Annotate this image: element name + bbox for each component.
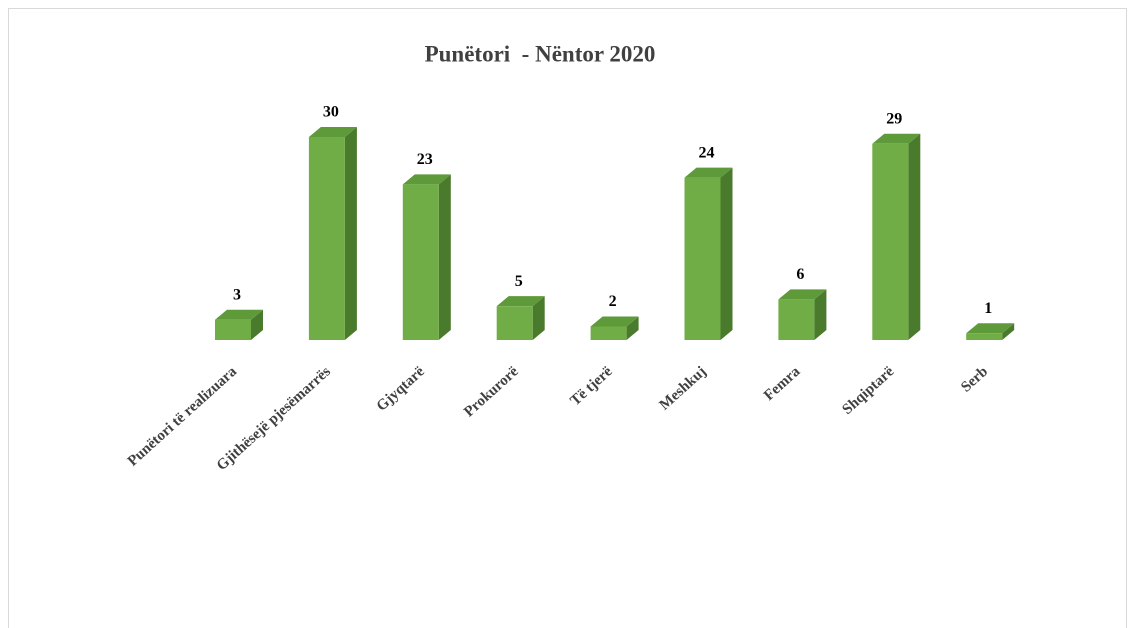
bar <box>778 299 815 340</box>
bar-top <box>308 127 357 137</box>
bar-side <box>251 309 263 340</box>
bar-top <box>684 167 733 178</box>
bar-side <box>626 316 639 340</box>
value-label: 5 <box>515 273 523 290</box>
bar <box>215 319 251 340</box>
bar-side <box>908 133 921 340</box>
bar-top <box>496 296 545 307</box>
bar-side <box>532 296 545 340</box>
bar-top <box>966 323 1015 334</box>
value-label: 29 <box>886 110 902 127</box>
bar <box>966 333 1003 340</box>
value-label: 1 <box>984 300 992 317</box>
bar <box>872 143 909 340</box>
bar-top <box>872 133 921 144</box>
bar <box>496 306 533 340</box>
bar <box>308 137 345 340</box>
value-label: 24 <box>699 144 715 161</box>
bar <box>402 184 439 340</box>
bar-side <box>344 127 357 340</box>
bar-side <box>1002 323 1015 340</box>
value-label: 30 <box>323 104 339 121</box>
value-label: 2 <box>609 293 617 310</box>
value-label: 23 <box>417 151 433 168</box>
value-label: 6 <box>796 266 804 283</box>
bar-side <box>814 289 827 340</box>
bar <box>684 177 721 340</box>
bar-side <box>438 174 451 340</box>
bar <box>590 326 627 340</box>
bar-top <box>402 174 451 185</box>
bar-top <box>590 316 639 327</box>
value-label: 3 <box>233 286 241 303</box>
bar-top <box>215 309 263 320</box>
chart-title: Punëtori - Nëntor 2020 <box>425 41 656 66</box>
bar-side <box>720 167 733 340</box>
bar-top <box>778 289 827 300</box>
chart-frame <box>8 8 1127 628</box>
